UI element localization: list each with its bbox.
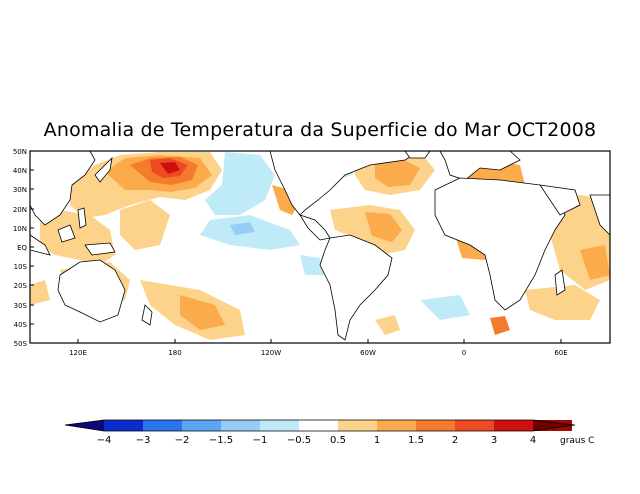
anomaly-patch-s-pacific-core	[180, 295, 225, 330]
lat-label: 10S	[14, 263, 28, 271]
lon-label: 120W	[261, 349, 281, 357]
landmass-north-america	[269, 150, 422, 216]
colorbar-label: −0.5	[287, 435, 311, 446]
colorbar-swatch	[494, 420, 533, 431]
lon-label: 120E	[69, 349, 87, 357]
lon-label: 60W	[360, 349, 376, 357]
colorbar-label: 4	[530, 435, 536, 446]
anomaly-patch-n-atlantic-core	[375, 158, 420, 187]
lat-label: EQ	[17, 244, 27, 252]
colorbar-swatch	[455, 420, 494, 431]
landmass-asia	[29, 150, 96, 226]
landmass-madagascar	[554, 269, 566, 296]
anomaly-patch-peru	[300, 255, 325, 275]
lat-label: 40S	[14, 321, 28, 329]
landmass-australia	[57, 259, 126, 323]
lat-label: 10N	[13, 225, 27, 233]
colorbar-swatch	[377, 420, 416, 431]
colorbar-label: −4	[97, 435, 112, 446]
anomaly-patch-se-pacific	[30, 280, 50, 305]
colorbar-label: −1.5	[209, 435, 233, 446]
lat-label: 30N	[13, 186, 27, 194]
colorbar-label: −1	[253, 435, 268, 446]
anomaly-patch-argentina	[375, 315, 400, 335]
lat-label: 50N	[13, 148, 27, 156]
colorbar-swatch	[533, 420, 575, 431]
anomaly-patch-s-atlantic	[420, 295, 470, 320]
lon-label: 180	[168, 349, 181, 357]
lat-label: 40N	[13, 167, 27, 175]
lat-label: 20N	[13, 206, 27, 214]
lat-label: 30S	[14, 302, 28, 310]
landmass-japan	[94, 156, 113, 183]
anomaly-patch-nw-pacific-peak	[160, 162, 180, 174]
anomaly-patch-e-pacific-core	[230, 222, 255, 235]
colorbar-units: graus C	[560, 436, 595, 446]
anomaly-patch-baja	[272, 185, 298, 215]
landmass-south-america	[319, 234, 393, 341]
colorbar-label: 3	[491, 435, 497, 446]
landmass-arabia	[539, 184, 581, 216]
lat-label: 50S	[14, 340, 28, 348]
colorbar-swatch	[338, 420, 377, 431]
colorbar: −4 −3 −2 −1.5 −1 −0.5 0.5 1 1.5 2 3 4	[64, 419, 576, 446]
colorbar-swatch	[65, 420, 104, 431]
landmass-africa	[434, 177, 566, 311]
lon-label: 0	[462, 349, 466, 357]
colorbar-swatch	[260, 420, 299, 431]
land-masses	[29, 150, 611, 341]
colorbar-swatch	[221, 420, 260, 431]
anomaly-patch-ne-pacific	[205, 152, 275, 215]
anomaly-patch-s-indian	[525, 285, 600, 320]
map-title: Anomalia de Temperatura da Superficie do…	[43, 119, 597, 141]
longitude-axis: 120E 180 120W 60W 0 60E	[69, 339, 568, 357]
latitude-axis: 50N 40N 30N 20N 10N EQ 10S 20S 30S 40S 5…	[13, 148, 34, 348]
anomaly-patch-w-indian-core	[580, 245, 610, 280]
colorbar-swatch	[143, 420, 182, 431]
landmass-new-zealand	[141, 304, 153, 326]
lon-label: 60E	[554, 349, 567, 357]
colorbar-label: 0.5	[330, 435, 346, 446]
colorbar-label: 1.5	[408, 435, 424, 446]
colorbar-label: −2	[175, 435, 190, 446]
anomaly-patch-w-pacific	[120, 200, 170, 250]
colorbar-swatch	[299, 420, 338, 431]
landmass-philippines	[77, 207, 87, 229]
landmass-borneo	[57, 224, 76, 243]
lat-label: 20S	[14, 282, 28, 290]
anomaly-patch-trop-atlantic-core	[365, 212, 402, 242]
colorbar-swatch	[104, 420, 143, 431]
landmass-new-guinea	[84, 242, 116, 256]
colorbar-label: −3	[136, 435, 151, 446]
colorbar-label: 2	[452, 435, 458, 446]
anomaly-patch-agulhas	[490, 316, 510, 335]
colorbar-label: 1	[374, 435, 380, 446]
colorbar-swatch	[182, 420, 221, 431]
landmass-europe	[439, 150, 521, 181]
colorbar-swatch	[416, 420, 455, 431]
